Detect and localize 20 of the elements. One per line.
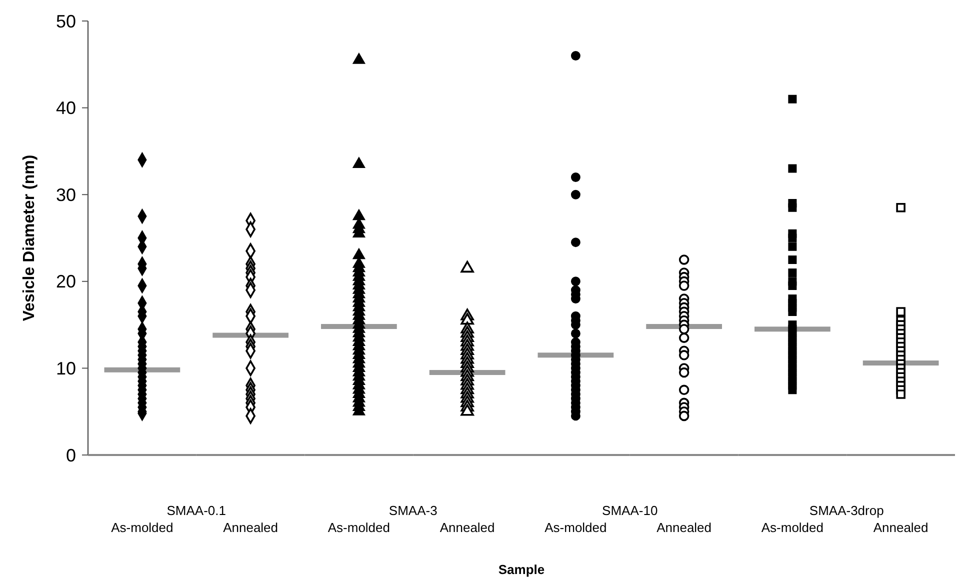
y-tick-label: 30	[56, 184, 76, 205]
y-tick-label: 40	[56, 98, 76, 118]
y-tick-label: 10	[56, 358, 76, 378]
text: SMAA-0.1	[166, 503, 226, 518]
y-tick-label: 20	[56, 272, 76, 292]
x-axis-title: Sample	[498, 562, 545, 577]
x-tick-label: As-molded	[328, 520, 390, 535]
text: SMAA-3	[388, 503, 438, 518]
text: SMAA-3drop	[809, 503, 884, 518]
x-tick-label: Annealed	[656, 520, 712, 535]
x-tick-label: Annealed	[440, 520, 495, 535]
x-tick-label: As-molded	[544, 520, 607, 535]
y-tick-label: 50	[56, 11, 76, 32]
y-axis-title: Vesicle Diameter (nm)	[21, 154, 38, 322]
x-tick-label: As-molded	[111, 520, 174, 535]
y-tick-label: 0	[66, 445, 76, 466]
x-tick-label: As-molded	[761, 520, 824, 535]
text: SMAA-10	[602, 503, 658, 518]
x-tick-label: Annealed	[223, 520, 278, 535]
x-tick-label: Annealed	[873, 520, 928, 535]
